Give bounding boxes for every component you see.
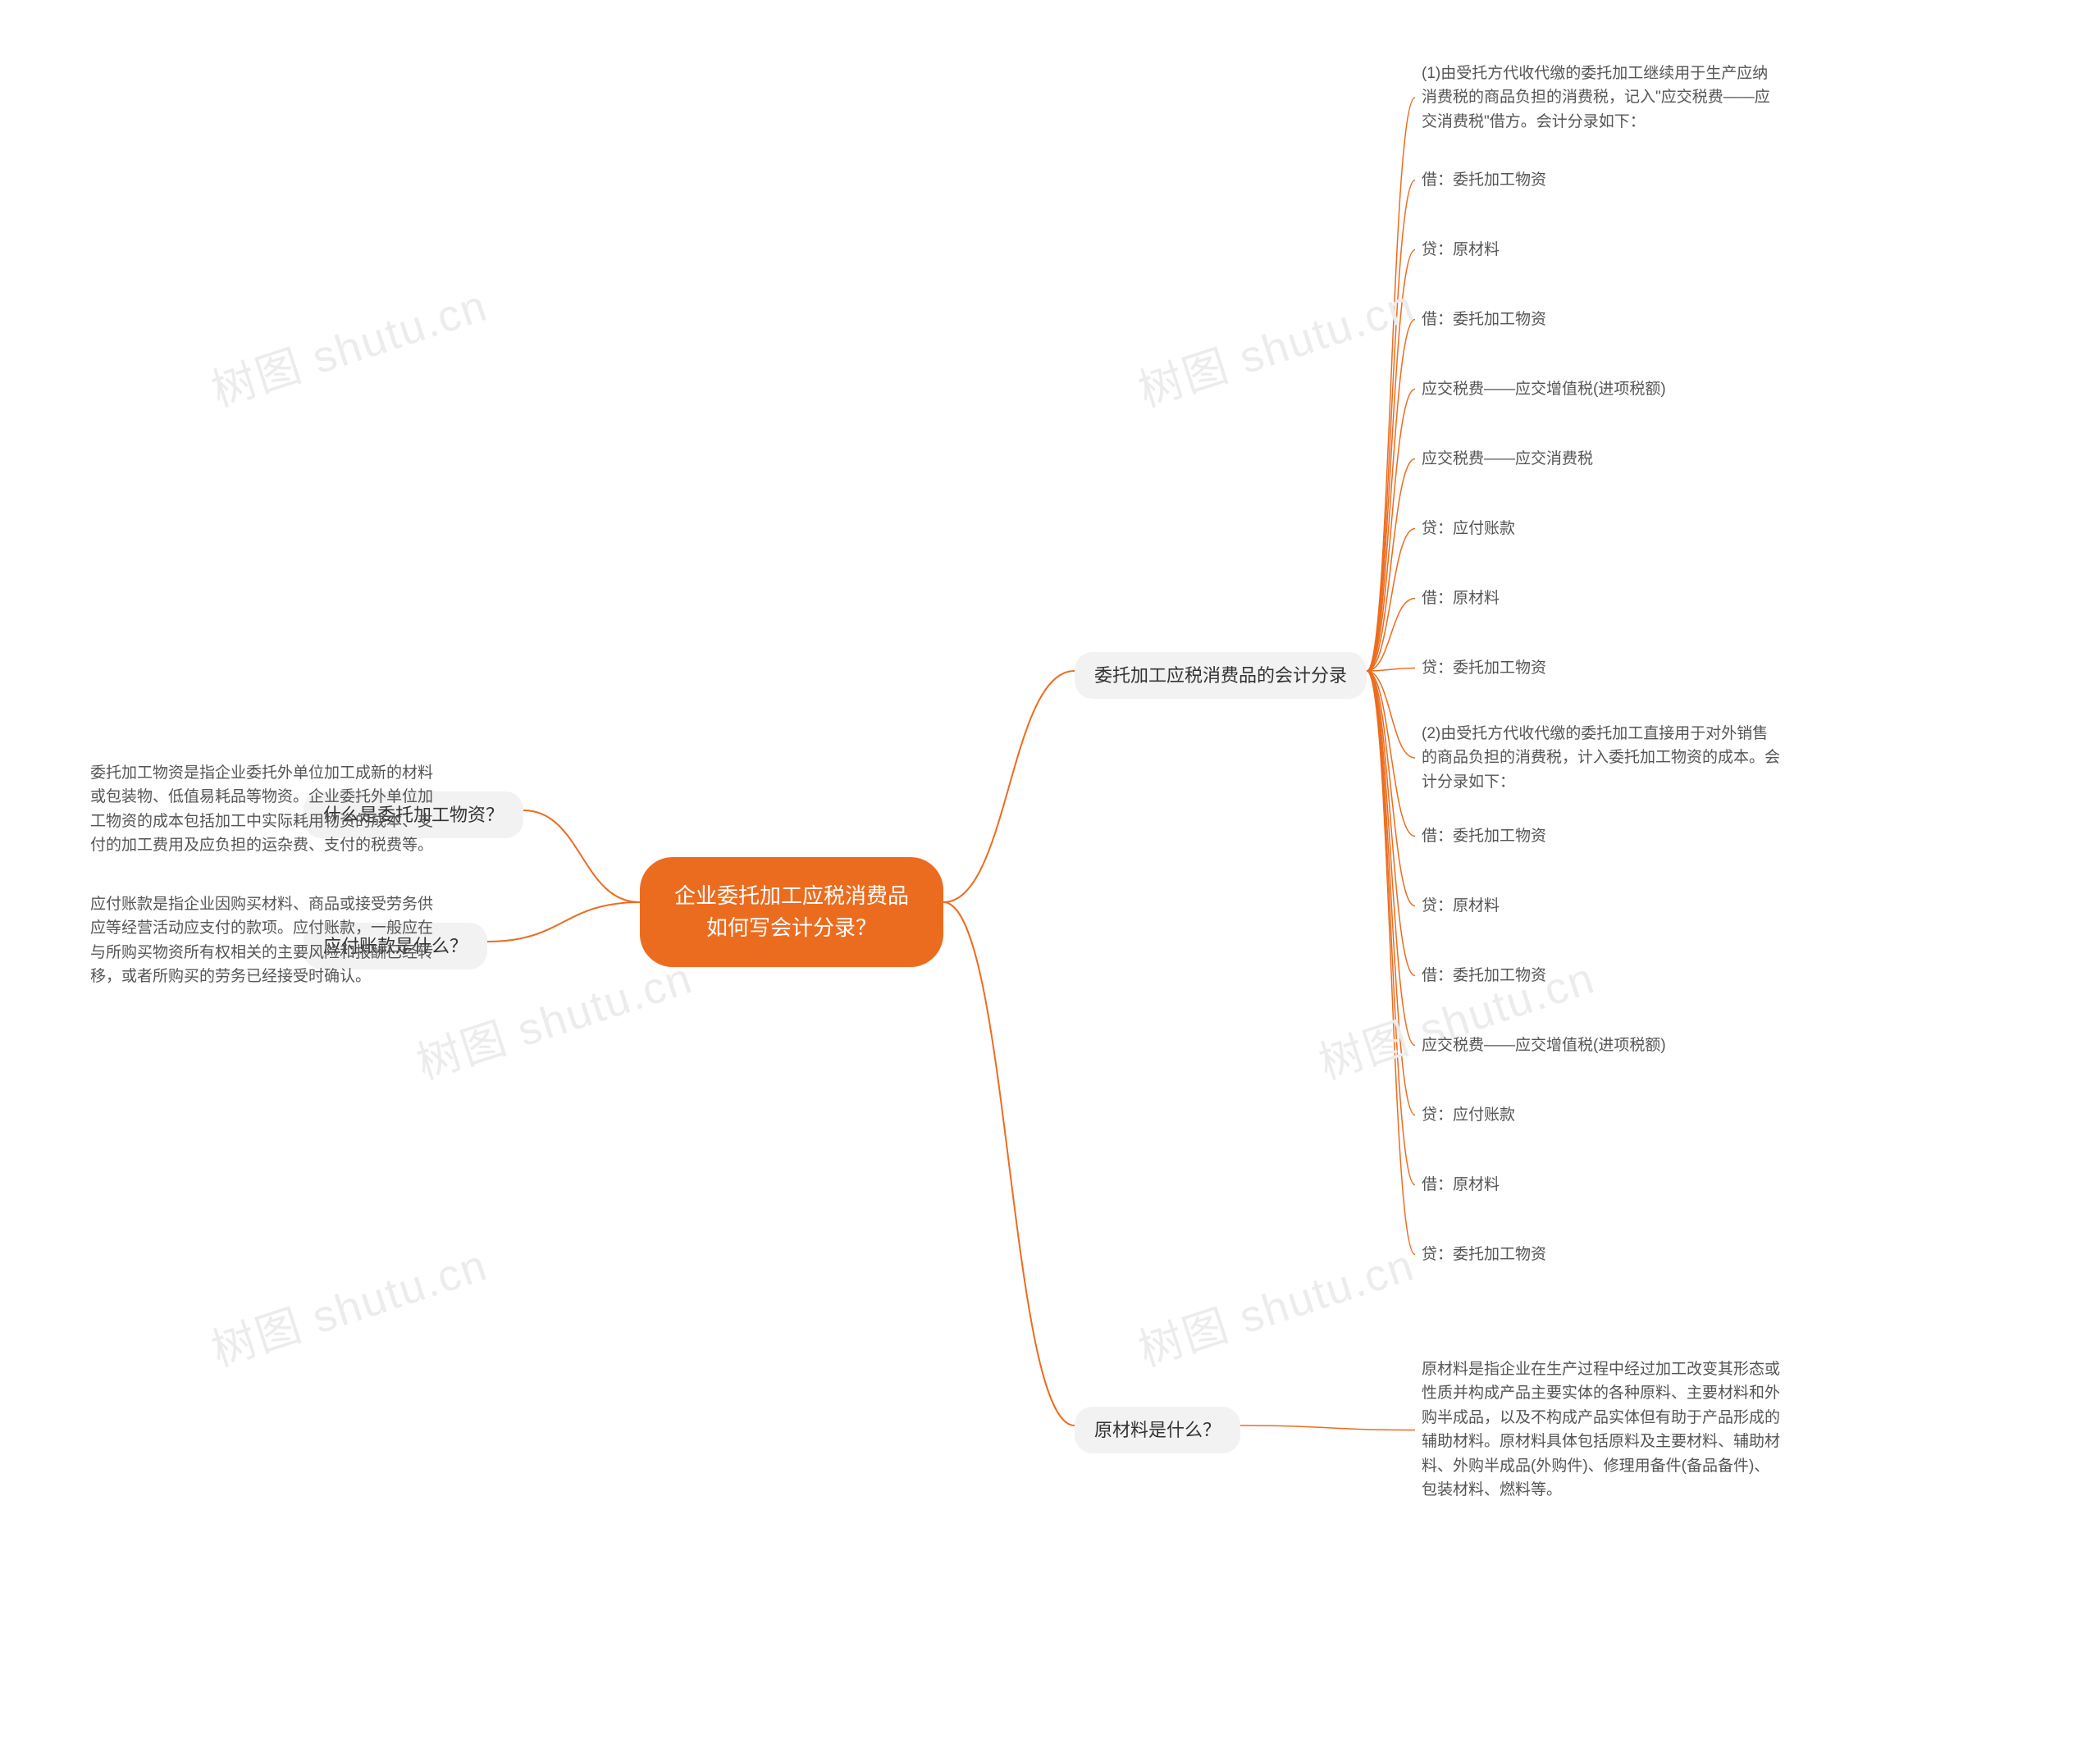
- leaf-b1l11: 借：委托加工物资: [1422, 824, 1546, 848]
- leaf-b1l10: (2)由受托方代收代缴的委托加工直接用于对外销售的商品负担的消费税，计入委托加工…: [1422, 722, 1783, 794]
- leaf-b1l8: 借：原材料: [1422, 586, 1500, 610]
- leaf-b1l2: 借：委托加工物资: [1422, 168, 1546, 192]
- leaf-b1l6: 应交税费——应交消费税: [1422, 447, 1593, 471]
- leaf-b3l1: 委托加工物资是指企业委托外单位加工成新的材料或包装物、低值易耗品等物资。企业委托…: [90, 761, 443, 858]
- leaf-b1l16: 借：原材料: [1422, 1173, 1500, 1197]
- leaf-b1l17: 贷：委托加工物资: [1422, 1243, 1546, 1266]
- leaf-b1l4: 借：委托加工物资: [1422, 308, 1546, 331]
- leaf-b1l12: 贷：原材料: [1422, 894, 1500, 918]
- branch-b1: 委托加工应税消费品的会计分录: [1075, 652, 1367, 699]
- leaf-b1l9: 贷：委托加工物资: [1422, 656, 1546, 680]
- leaf-b1l13: 借：委托加工物资: [1422, 964, 1546, 988]
- leaf-b1l1: (1)由受托方代收代缴的委托加工继续用于生产应纳消费税的商品负担的消费税，记入"…: [1422, 62, 1783, 134]
- leaf-b2l1: 原材料是指企业在生产过程中经过加工改变其形态或性质并构成产品主要实体的各种原料、…: [1422, 1357, 1783, 1503]
- leaf-b1l14: 应交税费——应交增值税(进项税额): [1422, 1033, 1666, 1057]
- leaf-b4l1: 应付账款是指企业因购买材料、商品或接受劳务供应等经营活动应支付的款项。应付账款，…: [90, 892, 443, 989]
- leaf-b1l7: 贷：应付账款: [1422, 517, 1515, 541]
- leaf-b1l5: 应交税费——应交增值税(进项税额): [1422, 377, 1666, 401]
- leaf-b1l3: 贷：原材料: [1422, 238, 1500, 262]
- branch-b2: 原材料是什么？: [1075, 1407, 1240, 1453]
- root-node: 企业委托加工应税消费品如何写会计分录？: [640, 857, 943, 967]
- leaf-b1l15: 贷：应付账款: [1422, 1103, 1515, 1127]
